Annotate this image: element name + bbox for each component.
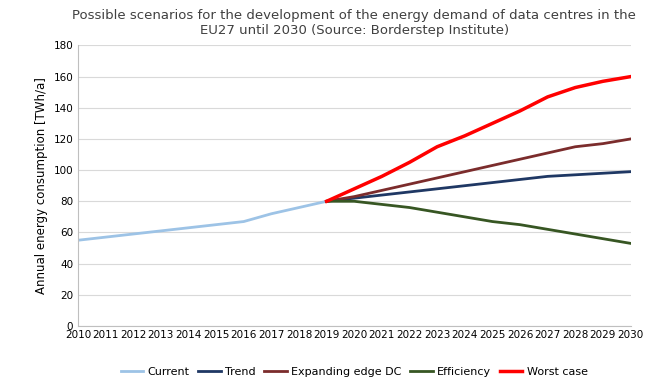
Worst case: [350, 186, 358, 191]
Efficiency: [489, 219, 497, 224]
Efficiency: [433, 210, 441, 215]
Efficiency: [322, 199, 330, 204]
Efficiency: [461, 215, 469, 219]
Worst case: [489, 121, 497, 126]
Expanding edge DC: [627, 137, 634, 141]
Worst case: [516, 109, 524, 113]
Worst case: [406, 160, 413, 164]
Worst case: [378, 174, 386, 179]
Trend: [627, 169, 634, 174]
Worst case: [599, 79, 607, 84]
Trend: [433, 186, 441, 191]
Trend: [322, 199, 330, 204]
Trend: [406, 190, 413, 194]
Line: Efficiency: Efficiency: [326, 201, 630, 243]
Expanding edge DC: [599, 141, 607, 146]
Expanding edge DC: [461, 169, 469, 174]
Efficiency: [406, 205, 413, 210]
Expanding edge DC: [543, 151, 551, 155]
Worst case: [322, 199, 330, 204]
Current: [185, 226, 192, 230]
Trend: [599, 171, 607, 175]
Trend: [543, 174, 551, 179]
Current: [240, 219, 248, 224]
Expanding edge DC: [322, 199, 330, 204]
Efficiency: [627, 241, 634, 246]
Expanding edge DC: [516, 157, 524, 161]
Efficiency: [516, 222, 524, 227]
Legend: Current, Trend, Expanding edge DC, Efficiency, Worst case: Current, Trend, Expanding edge DC, Effic…: [116, 362, 592, 379]
Efficiency: [543, 227, 551, 232]
Current: [74, 238, 82, 243]
Efficiency: [350, 199, 358, 204]
Current: [129, 232, 137, 236]
Y-axis label: Annual energy consumption [TWh/a]: Annual energy consumption [TWh/a]: [35, 77, 48, 294]
Efficiency: [571, 232, 579, 236]
Trend: [516, 177, 524, 182]
Worst case: [543, 95, 551, 99]
Line: Worst case: Worst case: [326, 77, 630, 201]
Trend: [350, 196, 358, 200]
Expanding edge DC: [433, 175, 441, 180]
Current: [101, 235, 109, 240]
Line: Expanding edge DC: Expanding edge DC: [326, 139, 630, 201]
Trend: [489, 180, 497, 185]
Worst case: [461, 133, 469, 138]
Expanding edge DC: [378, 188, 386, 193]
Expanding edge DC: [406, 182, 413, 186]
Expanding edge DC: [489, 163, 497, 168]
Efficiency: [378, 202, 386, 207]
Current: [157, 229, 165, 233]
Line: Trend: Trend: [326, 172, 630, 201]
Worst case: [433, 144, 441, 149]
Trend: [461, 183, 469, 188]
Expanding edge DC: [571, 144, 579, 149]
Efficiency: [599, 236, 607, 241]
Trend: [571, 172, 579, 177]
Current: [212, 222, 220, 227]
Current: [322, 199, 330, 204]
Expanding edge DC: [350, 194, 358, 199]
Worst case: [627, 74, 634, 79]
Trend: [378, 193, 386, 197]
Current: [295, 205, 303, 210]
Title: Possible scenarios for the development of the energy demand of data centres in t: Possible scenarios for the development o…: [72, 9, 636, 38]
Worst case: [571, 85, 579, 90]
Line: Current: Current: [78, 201, 326, 240]
Current: [268, 211, 276, 216]
